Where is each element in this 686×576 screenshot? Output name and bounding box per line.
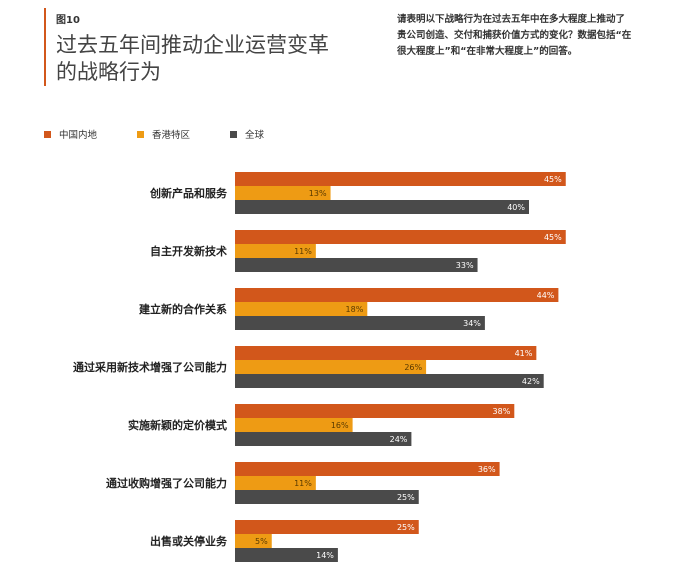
bar-mainland <box>235 404 515 418</box>
value-label-global: 33% <box>456 261 474 270</box>
value-label-mainland: 38% <box>493 407 511 416</box>
bar-hongkong <box>235 244 316 258</box>
bar-hongkong <box>235 360 427 374</box>
value-label-mainland: 36% <box>478 465 496 474</box>
bar-mainland <box>235 288 559 302</box>
legend-label-mainland: 中国内地 <box>59 130 98 141</box>
legend: 中国内地 香港特区 全球 <box>44 127 264 141</box>
bar-hongkong <box>235 302 368 316</box>
value-label-global: 40% <box>507 203 525 212</box>
bar-global <box>235 374 544 388</box>
category-label: 自主开发新技术 <box>150 244 227 258</box>
accent-line <box>44 8 46 86</box>
category-label: 创新产品和服务 <box>149 186 228 200</box>
bar-mainland <box>235 346 537 360</box>
legend-swatch-hongkong <box>137 130 145 138</box>
value-label-mainland: 41% <box>515 349 533 358</box>
bar-global <box>235 432 412 446</box>
bar-mainland <box>235 520 419 534</box>
legend-label-hongkong: 香港特区 <box>152 130 191 141</box>
legend-item-global: 全球 <box>230 127 264 141</box>
bar-global <box>235 316 485 330</box>
bar-mainland <box>235 172 566 186</box>
bar-hongkong <box>235 186 331 200</box>
category-label: 建立新的合作关系 <box>139 302 227 316</box>
value-label-hongkong: 18% <box>346 305 364 314</box>
value-label-global: 42% <box>522 377 540 386</box>
value-label-global: 34% <box>463 319 481 328</box>
bar-global <box>235 490 419 504</box>
value-label-mainland: 45% <box>544 175 562 184</box>
value-label-mainland: 25% <box>397 523 415 532</box>
category-label: 出售或关停业务 <box>150 534 228 548</box>
bar-global <box>235 258 478 272</box>
legend-swatch-mainland <box>44 130 51 138</box>
legend-item-hongkong: 香港特区 <box>137 127 190 141</box>
value-label-hongkong: 11% <box>294 247 312 256</box>
value-label-global: 25% <box>397 493 415 502</box>
category-label: 实施新颖的定价模式 <box>128 418 227 432</box>
value-label-global: 14% <box>316 551 334 560</box>
bar-global <box>235 200 529 214</box>
legend-label-global: 全球 <box>245 130 265 141</box>
bar-mainland <box>235 462 500 476</box>
bar-hongkong <box>235 418 353 432</box>
legend-swatch-global <box>230 130 238 138</box>
value-label-global: 24% <box>390 435 408 444</box>
chart-title-line-1: 过去五年间推动企业运营变革 <box>56 33 329 57</box>
legend-item-mainland: 中国内地 <box>44 127 97 141</box>
chart-title: 过去五年间推动企业运营变革 的战略行为 <box>56 32 386 86</box>
bar-global <box>235 548 338 562</box>
figure-label: 图10 <box>56 15 80 26</box>
value-label-hongkong: 11% <box>294 479 312 488</box>
value-label-hongkong: 13% <box>309 189 327 198</box>
bar-hongkong <box>235 476 316 490</box>
chart-title-line-2: 的战略行为 <box>56 60 161 84</box>
category-label: 通过采用新技术增强了公司能力 <box>73 360 227 374</box>
bar-mainland <box>235 230 566 244</box>
value-label-mainland: 45% <box>544 233 562 242</box>
bar-hongkong <box>235 534 272 548</box>
value-label-hongkong: 5% <box>255 537 268 546</box>
question-note: 请表明以下战略行为在过去五年中在多大程度上推动了贵公司创造、交付和捕获价值方式的… <box>397 14 632 57</box>
value-label-hongkong: 26% <box>404 363 422 372</box>
value-label-hongkong: 16% <box>331 421 349 430</box>
category-label: 通过收购增强了公司能力 <box>106 476 227 490</box>
value-label-mainland: 44% <box>537 291 555 300</box>
